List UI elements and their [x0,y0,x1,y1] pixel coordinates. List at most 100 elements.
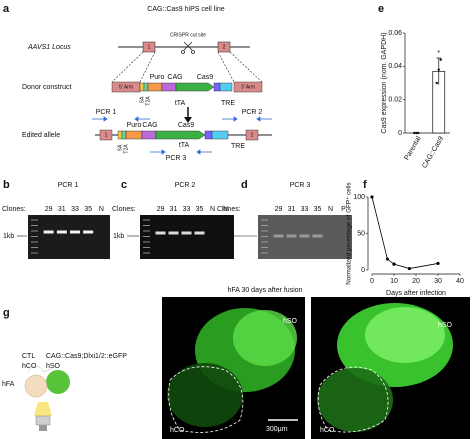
lane-label: 29 [157,206,165,213]
marker [370,195,374,199]
lane-label: 31 [288,206,296,213]
micrograph [162,297,305,439]
element-label: tTA [179,142,190,149]
donor-construct [111,81,263,93]
lane-label: 35 [196,206,204,213]
element-label: CAG [167,74,182,81]
gel-title: PCR 1 [58,182,79,189]
panel-title: hFA 30 days after fusion [227,287,302,294]
exon [142,41,156,53]
y-axis-label: Normalized pecentage of GFP⁺ cells [346,182,353,284]
marker [392,262,396,266]
lane-label: 35 [84,206,92,213]
arm-label: 5' Arm [119,84,133,90]
y-tick-label: 0.02 [388,97,402,104]
lane-label: 31 [170,206,178,213]
x-axis-label: Days after infection [386,290,446,297]
organoid-schematic [24,365,70,431]
row-label: Donor construct [22,84,71,91]
marker [385,257,389,261]
x-tick-label: 30 [434,278,442,285]
x-tick-label: 40 [456,278,464,285]
element-label: SA [117,144,123,151]
image-label: hCO [170,427,185,434]
line [371,196,439,269]
image-label: hSO [283,318,298,325]
image-label: hSO [438,322,453,329]
y-tick-label: 0 [361,267,365,274]
primer-arrows [92,116,272,155]
marker [407,266,411,271]
band [194,231,205,235]
schematic-label: CAG::Cas9;Dlxi1/2::eGFP [46,353,127,360]
panel-label: e [378,3,384,15]
gel [28,215,110,259]
x-tick-label: 10 [390,278,398,285]
primer-label: PCR 3 [166,155,187,162]
lane-label: N [99,206,104,213]
band [56,230,67,234]
gels: PCR 1 Clones: 1kb 29 31 33 35 N PCR 2 Clones: 1kb 2… [2,182,352,259]
exon-label: 1 [105,132,108,138]
exon-label: 1 [148,44,151,50]
data-point [435,81,438,85]
lane-label: 29 [275,206,283,213]
panel-label: a [3,3,10,15]
marker-label: 1kb [113,233,124,240]
panel-label: f [363,179,367,191]
element-label: TRE [231,143,245,150]
band [43,230,54,234]
scale-bar-label: 300μm [266,426,288,433]
gel [140,215,234,259]
y-tick-label: 0.04 [388,63,402,70]
panel-label: g [3,307,10,319]
x-tick-label: 20 [412,278,420,285]
row-label: Edited allele [22,132,60,139]
exon-label: 2 [251,132,254,138]
primer-label: PCR 1 [96,109,117,116]
annotation: * [437,50,440,57]
clones-label: Clones: [112,206,136,213]
band [168,231,179,235]
band [299,234,310,238]
marker-label: 1kb [220,233,231,240]
edited-allele [99,129,259,141]
primer-label: PCR 2 [242,109,263,116]
schematic-label: hSO [46,363,61,370]
data-point [417,131,420,135]
schematic-label: hFA [2,381,15,388]
element-label: Cas9 [197,74,213,81]
band [273,234,284,238]
x-tick-label: 0 [370,278,374,285]
lane-label: N [210,206,215,213]
panel-label: b [3,179,10,191]
element-label: T2A [123,144,129,154]
data-point [437,68,440,71]
lane-label: N [328,206,333,213]
panel-label: d [241,179,248,191]
data-point [413,131,416,135]
down-arrow [184,107,192,123]
element-label: CAG [142,122,157,129]
schematic-label: CTL [22,353,35,360]
lane-label: 31 [58,206,66,213]
row-label: AAVS1 Locus [27,44,71,51]
cut-site-label: CRISPR cut site [170,32,206,38]
band [286,234,297,238]
band [312,234,323,238]
lane-label: P [341,206,346,213]
scissors [181,41,195,54]
gel-title: PCR 3 [290,182,311,189]
element-label: Puro [127,122,142,129]
image-label: hCO [320,427,335,434]
element-label: TRE [221,100,235,107]
marker-label: 1kb [3,233,14,240]
band [83,230,94,234]
y-axis-label: Cas9 expression (nom. GAPDH) [381,32,388,133]
lane-label: 33 [301,206,309,213]
element-label: SA [139,96,145,103]
clones-label: Clones: [2,206,26,213]
exon [217,41,231,53]
